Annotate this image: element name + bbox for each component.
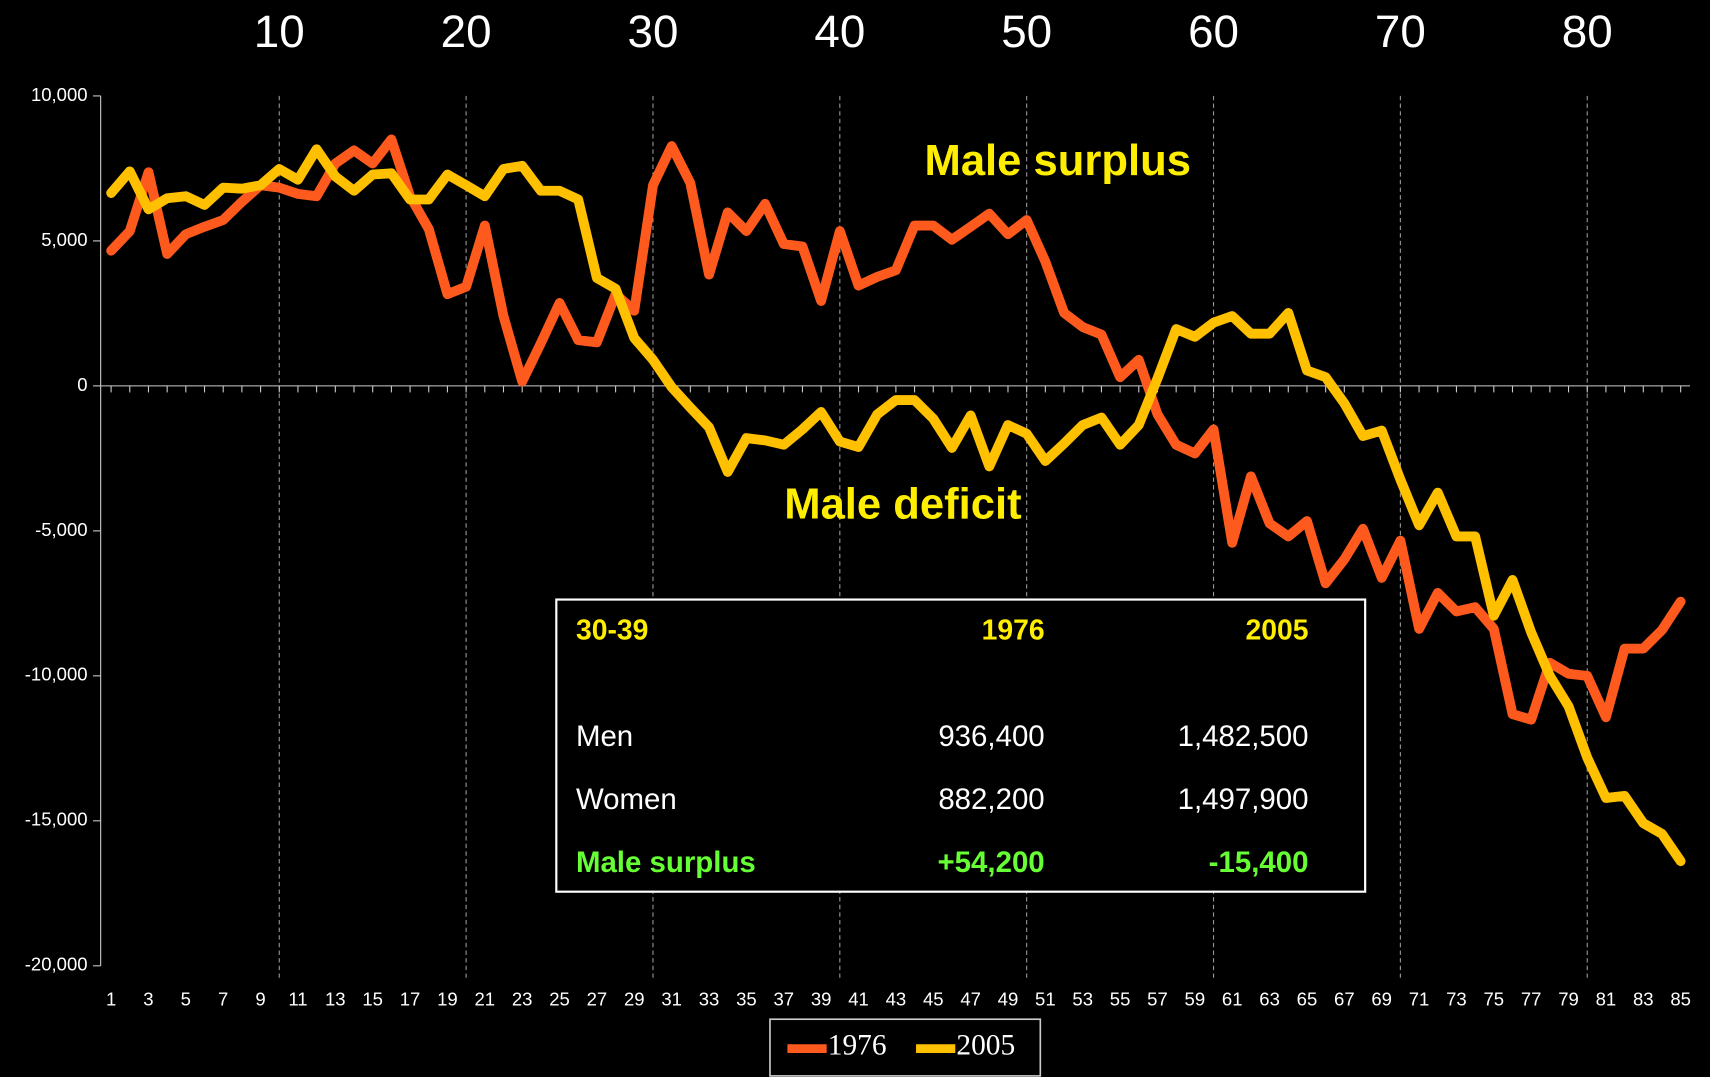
x-tick-label: 43 bbox=[886, 989, 907, 1010]
x-tick-label: 27 bbox=[587, 989, 608, 1010]
x-tick-label: 81 bbox=[1596, 989, 1617, 1010]
y-tick-label: -15,000 bbox=[25, 809, 88, 830]
top-tick-label: 40 bbox=[814, 6, 865, 57]
x-tick-label: 23 bbox=[512, 989, 533, 1010]
table-header: 30-39 bbox=[576, 615, 648, 647]
table-cell: +54,200 bbox=[938, 846, 1045, 879]
top-tick-label: 60 bbox=[1188, 6, 1239, 57]
y-tick-label: -10,000 bbox=[25, 664, 88, 685]
x-tick-label: 15 bbox=[362, 989, 383, 1010]
x-tick-label: 69 bbox=[1371, 989, 1392, 1010]
x-tick-label: 25 bbox=[549, 989, 570, 1010]
x-tick-label: 83 bbox=[1633, 989, 1654, 1010]
annotation: Male surplus bbox=[925, 137, 1191, 185]
x-tick-label: 51 bbox=[1035, 989, 1056, 1010]
x-tick-label: 63 bbox=[1259, 989, 1280, 1010]
table-cell: 1,482,500 bbox=[1178, 720, 1309, 753]
table-cell: -15,400 bbox=[1209, 846, 1309, 879]
y-tick-label: 5,000 bbox=[41, 229, 87, 250]
table-cell: Male surplus bbox=[576, 846, 756, 879]
x-tick-label: 3 bbox=[143, 989, 153, 1010]
y-tick-label: -20,000 bbox=[25, 954, 88, 975]
x-tick-label: 59 bbox=[1185, 989, 1206, 1010]
x-tick-label: 19 bbox=[437, 989, 458, 1010]
x-tick-label: 37 bbox=[773, 989, 794, 1010]
top-tick-label: 50 bbox=[1001, 6, 1052, 57]
x-tick-label: 67 bbox=[1334, 989, 1355, 1010]
x-tick-label: 31 bbox=[661, 989, 682, 1010]
top-tick-label: 10 bbox=[254, 6, 305, 57]
x-tick-label: 47 bbox=[960, 989, 981, 1010]
x-tick-label: 21 bbox=[474, 989, 495, 1010]
x-tick-label: 13 bbox=[325, 989, 346, 1010]
x-tick-label: 53 bbox=[1072, 989, 1093, 1010]
x-tick-label: 17 bbox=[400, 989, 421, 1010]
annotation: Male deficit bbox=[784, 480, 1021, 528]
y-tick-label: 10,000 bbox=[31, 84, 88, 105]
table-header: 2005 bbox=[1245, 615, 1308, 647]
table-header: 1976 bbox=[982, 615, 1045, 647]
x-tick-label: 9 bbox=[255, 989, 265, 1010]
legend-label: 1976 bbox=[828, 1029, 887, 1061]
table-box bbox=[555, 598, 1367, 893]
legend-label: 2005 bbox=[956, 1029, 1015, 1061]
x-tick-label: 11 bbox=[288, 989, 307, 1010]
table-cell: Women bbox=[576, 783, 677, 816]
x-tick-label: 65 bbox=[1297, 989, 1318, 1010]
y-tick-label: 0 bbox=[77, 374, 87, 395]
series-line bbox=[106, 134, 1686, 725]
table-cell: Men bbox=[576, 720, 633, 753]
x-tick-label: 57 bbox=[1147, 989, 1168, 1010]
x-tick-label: 7 bbox=[218, 989, 228, 1010]
x-tick-label: 49 bbox=[998, 989, 1019, 1010]
x-tick-label: 73 bbox=[1446, 989, 1467, 1010]
x-tick-label: 35 bbox=[736, 989, 757, 1010]
top-tick-label: 70 bbox=[1375, 6, 1426, 57]
top-tick-label: 80 bbox=[1562, 6, 1613, 57]
x-tick-label: 1 bbox=[106, 989, 116, 1010]
x-tick-label: 85 bbox=[1670, 989, 1691, 1010]
x-tick-label: 61 bbox=[1222, 989, 1243, 1010]
x-tick-label: 33 bbox=[699, 989, 720, 1010]
x-tick-label: 41 bbox=[848, 989, 869, 1010]
top-tick-label: 20 bbox=[441, 6, 492, 57]
table-cell: 936,400 bbox=[938, 720, 1044, 753]
x-tick-label: 75 bbox=[1484, 989, 1505, 1010]
x-tick-label: 77 bbox=[1521, 989, 1542, 1010]
series-line bbox=[106, 144, 1686, 867]
table-cell: 1,497,900 bbox=[1178, 783, 1309, 816]
x-tick-label: 29 bbox=[624, 989, 645, 1010]
y-tick-label: -5,000 bbox=[35, 519, 88, 540]
x-tick-label: 5 bbox=[181, 989, 191, 1010]
top-tick-label: 30 bbox=[628, 6, 679, 57]
x-tick-label: 39 bbox=[811, 989, 832, 1010]
x-tick-label: 55 bbox=[1110, 989, 1131, 1010]
x-tick-label: 79 bbox=[1558, 989, 1579, 1010]
x-tick-label: 45 bbox=[923, 989, 944, 1010]
table-cell: 882,200 bbox=[938, 783, 1044, 816]
x-tick-label: 71 bbox=[1409, 989, 1430, 1010]
